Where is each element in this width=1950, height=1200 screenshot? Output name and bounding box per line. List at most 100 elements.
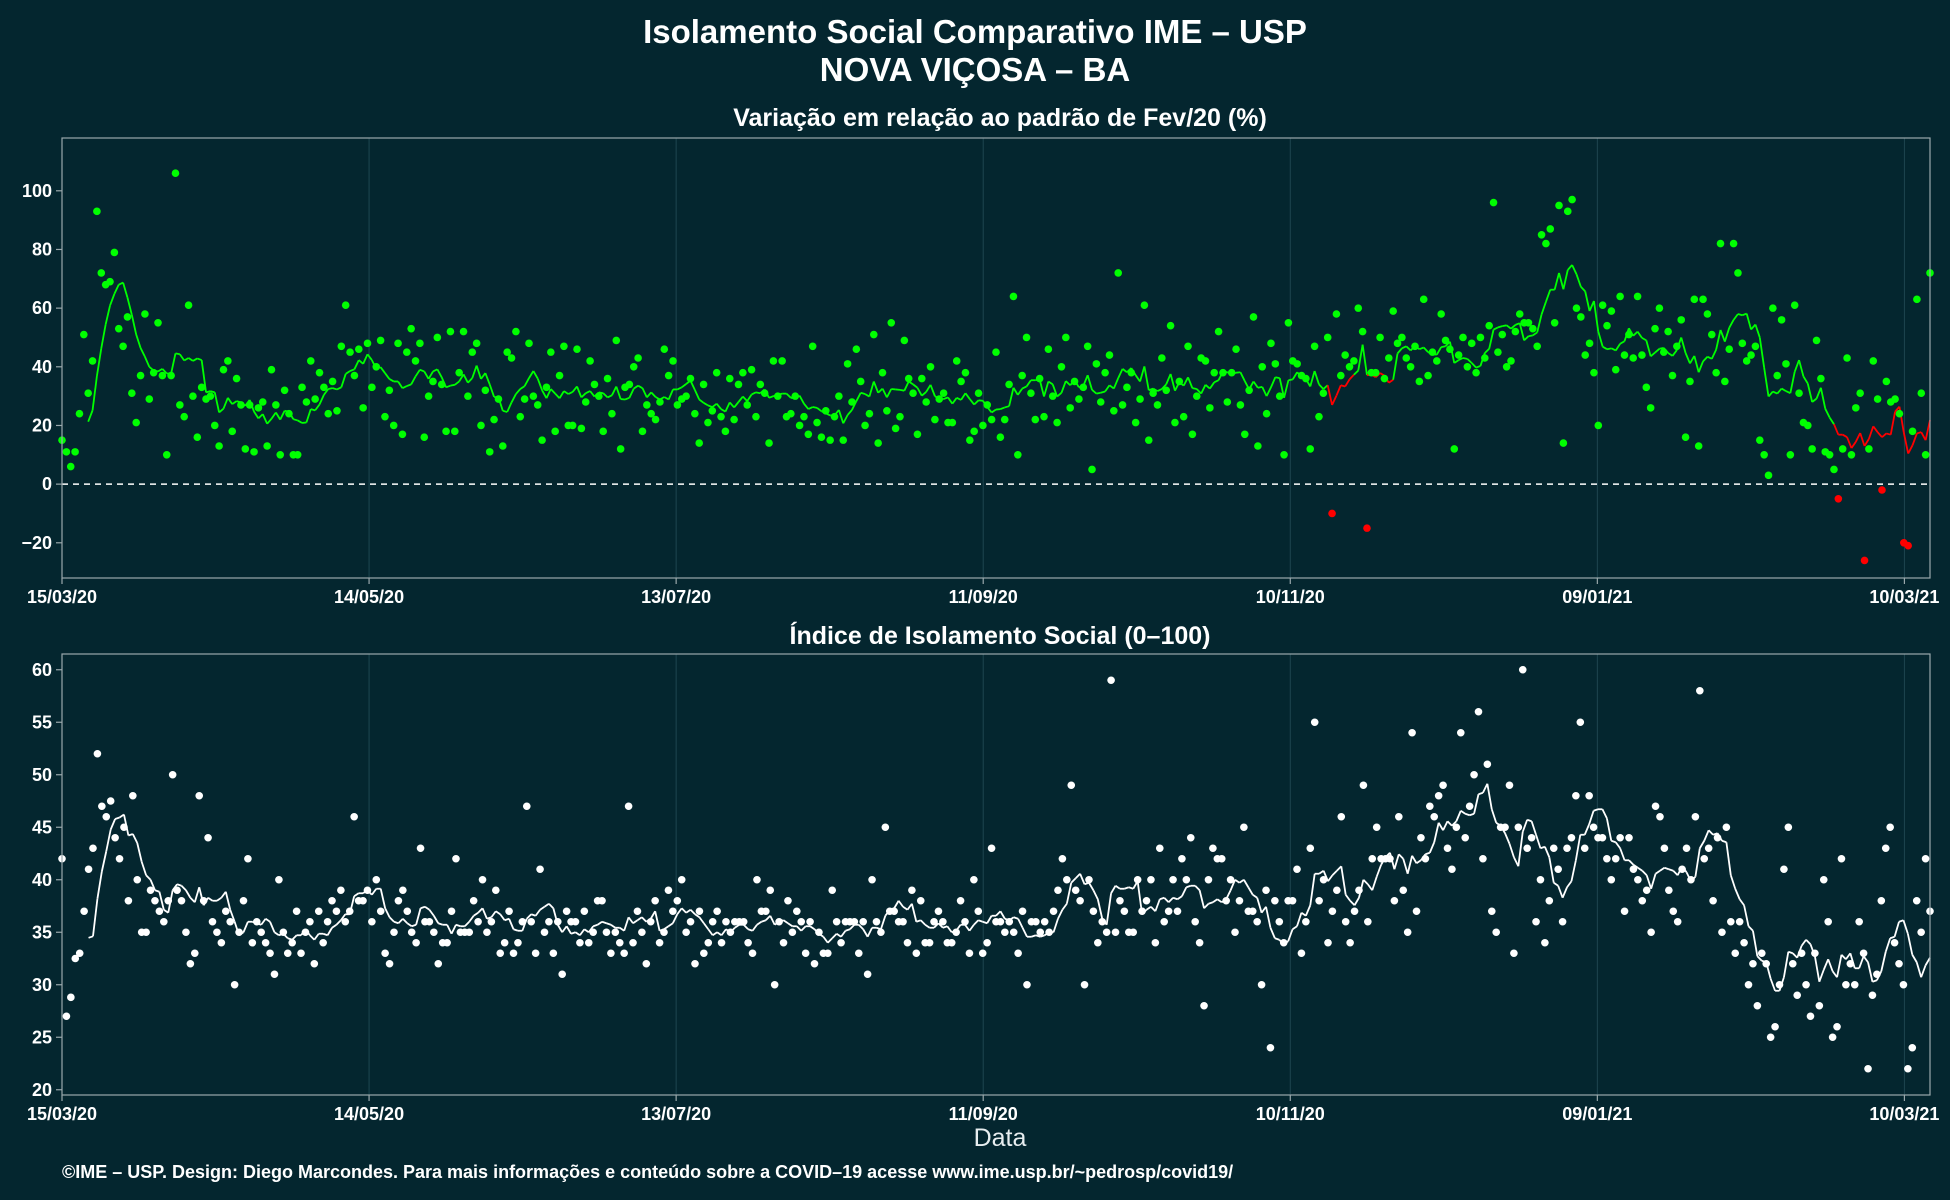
daily-point bbox=[1527, 833, 1536, 842]
moving-average-segment bbox=[1632, 330, 1639, 337]
moving-average-segment bbox=[1710, 349, 1717, 360]
daily-point bbox=[739, 917, 748, 926]
daily-point bbox=[1385, 354, 1393, 362]
daily-point bbox=[1846, 959, 1855, 968]
daily-point bbox=[1554, 865, 1562, 874]
moving-average-segment bbox=[550, 388, 556, 395]
daily-point bbox=[447, 907, 456, 916]
moving-average-segment bbox=[1558, 272, 1565, 290]
daily-point bbox=[1153, 401, 1162, 409]
moving-average-segment bbox=[968, 924, 975, 932]
daily-point bbox=[363, 886, 372, 895]
moving-average-segment bbox=[1039, 934, 1045, 938]
moving-average-segment bbox=[1163, 897, 1170, 903]
moving-average-segment bbox=[1159, 896, 1165, 901]
daily-point bbox=[549, 949, 558, 958]
moving-average-segment bbox=[1884, 937, 1892, 953]
daily-point bbox=[1642, 383, 1651, 392]
moving-average-segment bbox=[1065, 380, 1071, 386]
daily-point bbox=[810, 959, 819, 968]
daily-point bbox=[647, 409, 656, 418]
moving-average-segment bbox=[1553, 882, 1559, 887]
daily-point bbox=[1236, 401, 1245, 409]
moving-average-segment bbox=[1862, 955, 1869, 963]
daily-point bbox=[293, 451, 302, 459]
moving-average-segment bbox=[703, 402, 709, 407]
moving-average-segment bbox=[1667, 352, 1673, 357]
daily-point bbox=[1625, 833, 1633, 842]
daily-point bbox=[350, 371, 359, 380]
daily-point bbox=[217, 938, 226, 947]
daily-point bbox=[1452, 823, 1461, 832]
daily-point bbox=[1603, 854, 1611, 863]
daily-point bbox=[1217, 854, 1226, 863]
daily-point bbox=[171, 169, 180, 177]
moving-average-segment bbox=[1392, 353, 1399, 380]
moving-average-segment bbox=[1169, 373, 1176, 391]
moving-average-segment bbox=[450, 924, 457, 935]
daily-point bbox=[341, 917, 350, 926]
moving-average-segment bbox=[1818, 969, 1825, 983]
daily-point bbox=[1917, 928, 1925, 937]
daily-point bbox=[965, 949, 974, 958]
daily-point bbox=[204, 833, 212, 842]
moving-average-segment bbox=[297, 419, 303, 424]
daily-point bbox=[499, 442, 507, 450]
daily-point bbox=[899, 917, 907, 926]
daily-point bbox=[664, 371, 673, 380]
daily-point bbox=[199, 896, 208, 905]
moving-average-segment bbox=[437, 922, 443, 926]
daily-point bbox=[1395, 812, 1403, 821]
daily-point bbox=[1022, 333, 1031, 342]
moving-average-segment bbox=[1453, 359, 1460, 364]
moving-average-segment bbox=[886, 388, 893, 398]
moving-average-segment bbox=[1659, 867, 1665, 872]
daily-point bbox=[983, 938, 991, 947]
moving-average-segment bbox=[1747, 925, 1754, 932]
moving-average-segment bbox=[1047, 380, 1054, 386]
moving-average-segment bbox=[831, 933, 838, 939]
moving-average-segment bbox=[816, 407, 822, 412]
moving-average-segment bbox=[1728, 319, 1735, 329]
daily-point bbox=[1463, 363, 1472, 371]
daily-point bbox=[1144, 436, 1153, 444]
moving-average-segment bbox=[574, 931, 581, 936]
moving-average-segment bbox=[1309, 370, 1316, 387]
daily-point bbox=[1797, 949, 1806, 958]
daily-point bbox=[1465, 802, 1474, 811]
daily-point bbox=[394, 339, 402, 348]
daily-point bbox=[1487, 907, 1496, 916]
daily-point bbox=[1110, 407, 1118, 415]
daily-point bbox=[1323, 333, 1332, 342]
daily-point bbox=[1421, 854, 1430, 863]
moving-average-segment bbox=[1152, 387, 1158, 392]
daily-point bbox=[1195, 938, 1204, 947]
daily-point bbox=[726, 928, 735, 937]
moving-average-segment bbox=[1283, 379, 1290, 399]
moving-average-segment bbox=[1340, 384, 1346, 388]
daily-point bbox=[376, 907, 385, 916]
daily-point bbox=[542, 383, 551, 392]
moving-average-segment bbox=[128, 833, 134, 837]
daily-point bbox=[1908, 1043, 1917, 1052]
moving-average-segment bbox=[1176, 895, 1183, 900]
moving-average-segment bbox=[1645, 874, 1652, 890]
daily-point bbox=[1191, 917, 1199, 926]
moving-average-segment bbox=[210, 390, 216, 394]
daily-point bbox=[505, 907, 513, 916]
daily-point bbox=[368, 917, 376, 926]
moving-average-segment bbox=[1693, 355, 1700, 373]
daily-point bbox=[560, 342, 568, 351]
daily-point bbox=[97, 269, 106, 277]
moving-average-segment bbox=[543, 903, 550, 908]
daily-point bbox=[354, 345, 363, 354]
daily-point bbox=[442, 427, 450, 436]
daily-point bbox=[1682, 844, 1691, 853]
moving-average-segment bbox=[100, 324, 107, 349]
moving-average-segment bbox=[1641, 337, 1647, 342]
daily-point bbox=[1107, 676, 1115, 685]
y-tick-label: 0 bbox=[42, 474, 52, 494]
moving-average-segment bbox=[1025, 379, 1032, 388]
daily-point bbox=[1760, 451, 1768, 459]
daily-point bbox=[1398, 333, 1406, 342]
